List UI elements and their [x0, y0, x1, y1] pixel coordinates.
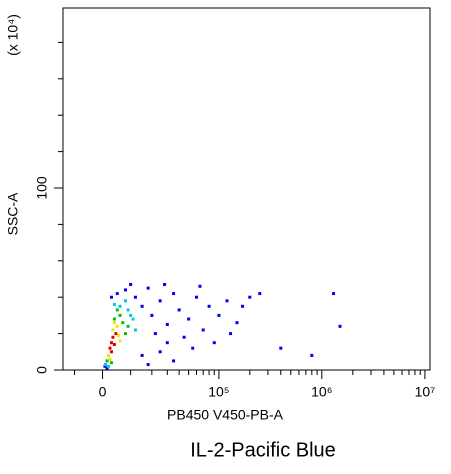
event-dot	[158, 299, 162, 303]
event-dot	[332, 292, 336, 296]
event-dot	[103, 364, 107, 368]
event-dot	[115, 308, 119, 312]
event-dot	[108, 346, 112, 350]
event-dot	[131, 317, 135, 321]
y-axis-unit: (x 10⁴)	[5, 14, 21, 56]
event-dot	[118, 339, 122, 343]
event-dot	[107, 364, 111, 368]
event-dot	[279, 346, 283, 350]
event-dot	[146, 363, 150, 367]
event-dot	[310, 353, 314, 357]
event-dot	[105, 366, 109, 370]
event-dot	[109, 350, 113, 354]
event-dot	[117, 333, 121, 337]
event-dot	[198, 284, 202, 288]
x-axis-label: PB450 V450-PB-A	[167, 407, 284, 423]
event-dot	[109, 341, 113, 345]
x-tick-label: 10⁷	[415, 384, 436, 400]
event-dot	[217, 313, 221, 317]
event-dot	[182, 335, 186, 339]
event-dot	[187, 317, 191, 321]
event-dot	[121, 321, 125, 325]
event-dot	[165, 341, 169, 345]
event-dot	[241, 304, 245, 308]
event-dot	[201, 328, 205, 332]
event-dot	[194, 295, 198, 299]
event-dot	[177, 308, 181, 312]
event-dot	[235, 321, 239, 325]
event-dot	[126, 308, 130, 312]
event-dot	[207, 304, 211, 308]
event-dot	[112, 302, 116, 306]
plot-frame	[62, 7, 431, 371]
x-tick-label: 10⁶	[311, 384, 332, 400]
event-dot	[248, 295, 252, 299]
event-dot	[229, 332, 233, 336]
event-dot	[140, 304, 144, 308]
event-dot	[112, 343, 116, 347]
event-dot	[133, 295, 137, 299]
event-dot	[123, 332, 127, 336]
event-dot	[338, 324, 342, 328]
event-dot	[225, 299, 229, 303]
event-dot	[111, 328, 115, 332]
event-dot	[153, 332, 157, 336]
event-dot	[111, 335, 115, 339]
x-tick-label: 0	[99, 384, 107, 400]
event-dot	[109, 295, 113, 299]
event-dot	[163, 282, 167, 286]
event-dot	[146, 286, 150, 290]
y-tick-label: 0	[34, 366, 50, 374]
event-dot	[126, 324, 130, 328]
event-dot	[115, 324, 119, 328]
event-dot	[107, 353, 111, 357]
event-dot	[104, 363, 108, 367]
event-dot	[123, 299, 127, 303]
event-dot	[115, 292, 119, 296]
event-dot	[140, 353, 144, 357]
event-dot	[112, 317, 116, 321]
event-dot	[172, 359, 176, 363]
event-dot	[118, 304, 122, 308]
event-dot	[212, 341, 216, 345]
event-dot	[118, 313, 122, 317]
y-tick-label: 100	[34, 176, 50, 200]
event-dot	[158, 350, 162, 354]
x-tick-label: 10⁵	[208, 384, 229, 400]
event-dot	[114, 332, 118, 336]
event-dot	[112, 321, 116, 325]
event-dot	[129, 313, 133, 317]
event-dot	[133, 328, 137, 332]
event-dot	[108, 357, 112, 361]
event-dot	[258, 292, 262, 296]
event-dot	[109, 361, 113, 365]
event-dot	[123, 288, 127, 292]
event-dot	[172, 292, 176, 296]
event-dot	[191, 346, 195, 350]
event-dot	[105, 359, 109, 363]
event-dot	[129, 282, 133, 286]
event-dot	[150, 313, 154, 317]
caption: IL-2-Pacific Blue	[190, 439, 336, 461]
event-dot	[165, 323, 169, 326]
y-axis-label: SSC-A	[5, 192, 21, 235]
